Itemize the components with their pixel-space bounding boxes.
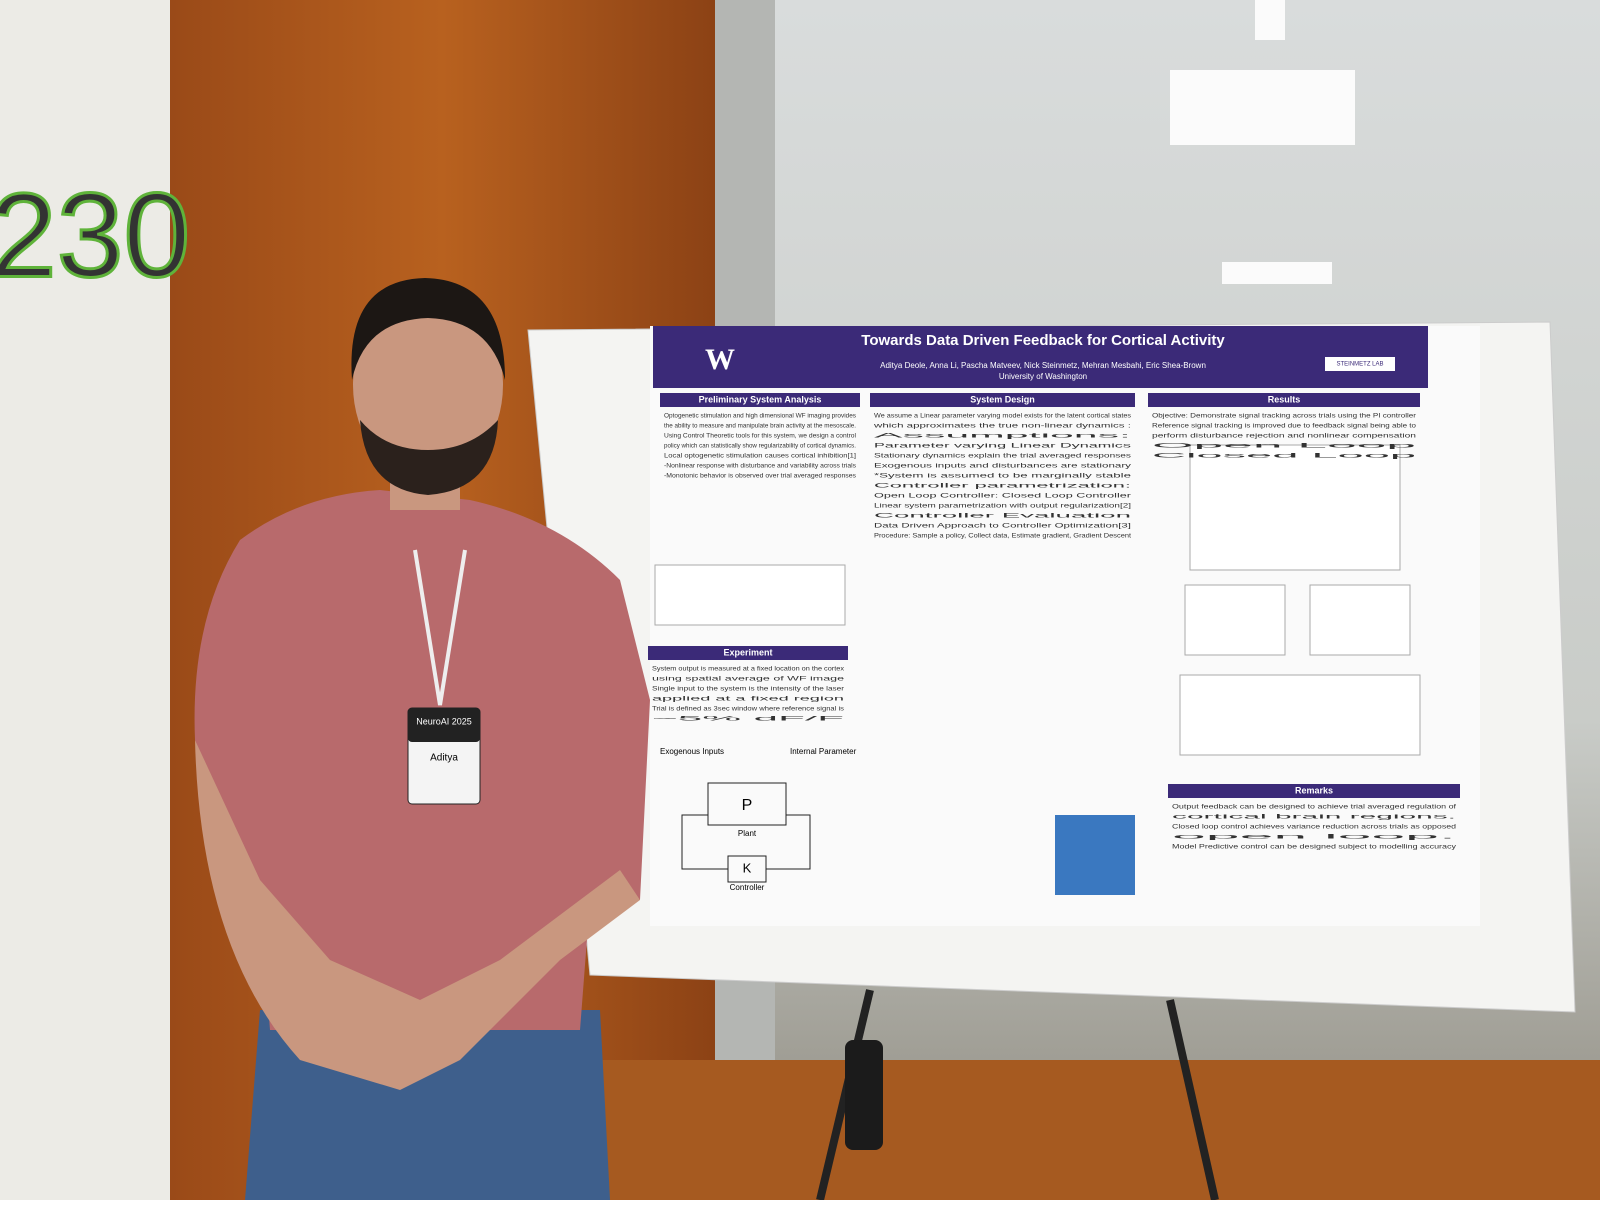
section-text: Assumptions:	[874, 433, 1132, 440]
section-text: Procedure: Sample a policy, Collect data…	[874, 533, 1131, 540]
wall-sign: 230	[0, 169, 190, 303]
section-text: Single input to the system is the intens…	[652, 686, 845, 693]
section-text: *System is assumed to be marginally stab…	[874, 473, 1132, 480]
lanyard	[413, 549, 467, 706]
section-text: open loop.	[1172, 834, 1458, 841]
wall	[0, 0, 170, 1200]
badge-header	[408, 708, 480, 742]
section-text: Using Control Theoretic tools for this s…	[664, 433, 857, 440]
section-heading: Preliminary System Analysis	[699, 394, 822, 404]
section-text: Objective: Demonstrate signal tracking a…	[1152, 413, 1417, 420]
arms	[195, 740, 640, 1090]
section-header	[870, 393, 1135, 407]
section-text: perform disturbance rejection and nonlin…	[1152, 433, 1417, 440]
section-text: System output is measured at a fixed loc…	[652, 666, 845, 673]
section-text: Open Loop Controller: Closed Loop Contro…	[874, 493, 1133, 500]
diagram-label: Controller	[730, 883, 765, 892]
section-text: policy which can statistically show regu…	[664, 443, 856, 450]
diagram-label: Plant	[738, 829, 757, 838]
poster-affiliation: University of Washington	[999, 372, 1087, 381]
section-text: Data Driven Approach to Controller Optim…	[874, 523, 1131, 530]
diagram-arrow	[766, 814, 811, 870]
section-text: Stationary dynamics explain the trial av…	[874, 453, 1132, 460]
section-text: cortical brain regions.	[1172, 814, 1457, 821]
diagram-box	[707, 782, 787, 826]
section-heading: Experiment	[723, 647, 772, 657]
section-text: Open Loop	[1152, 443, 1419, 450]
diagram-arrow	[681, 814, 728, 870]
section-text: Controller Evaluation	[874, 513, 1133, 520]
section-text: Exogenous inputs and disturbances are st…	[874, 463, 1132, 470]
lab-name: STEINMETZ LAB	[1336, 362, 1383, 368]
badge-event: NeuroAI 2025	[416, 716, 472, 726]
section-text: using spatial average of WF image	[652, 676, 845, 683]
lab-logo	[1325, 357, 1395, 371]
figure	[654, 564, 846, 626]
section-text: Closed Loop	[1152, 453, 1419, 460]
bottle	[845, 1040, 883, 1150]
beard	[360, 420, 498, 495]
section-text: applied at a fixed region	[652, 696, 845, 703]
section-header	[1168, 784, 1460, 798]
poster-title: Towards Data Driven Feedback for Cortica…	[861, 332, 1225, 349]
section-text: Parameter varying Linear Dynamics	[874, 443, 1133, 450]
poster-authors: Aditya Deole, Anna Li, Pascha Matveev, N…	[880, 361, 1206, 370]
section-text: We assume a Linear parameter varying mod…	[874, 413, 1132, 420]
figure	[1184, 584, 1286, 656]
section-heading: Remarks	[1295, 785, 1333, 795]
section-text: -Monotonic behavior is observed over tri…	[664, 473, 857, 480]
hair	[351, 278, 505, 380]
face	[353, 290, 503, 480]
ceiling-light	[1255, 0, 1285, 40]
section-text: Output feedback can be designed to achie…	[1172, 804, 1456, 811]
section-text: Linear system parametrization with outpu…	[874, 503, 1131, 510]
section-text: Controller parametrization:	[874, 483, 1132, 490]
section-text: Optogenetic stimulation and high dimensi…	[664, 413, 857, 420]
section-text: Trial is defined as 3sec window where re…	[652, 706, 845, 713]
badge-name: Aditya	[430, 753, 458, 764]
diagram-label: Exogenous Inputs	[660, 747, 724, 756]
section-text: the ability to measure and manipulate br…	[664, 423, 856, 430]
poster-header	[653, 326, 1428, 388]
section-text: Closed loop control achieves variance re…	[1172, 824, 1457, 831]
section-heading: System Design	[970, 394, 1035, 404]
section-heading: Results	[1268, 394, 1301, 404]
figure	[1309, 584, 1411, 656]
diagram-plant: P	[742, 797, 753, 814]
figure	[1179, 674, 1421, 756]
figure	[1189, 444, 1401, 571]
section-text: ~5% dF/F	[652, 716, 844, 723]
section-header	[648, 646, 848, 660]
section-text: -Nonlinear response with disturbance and…	[664, 463, 857, 470]
section-text: which approximates the true non-linear d…	[872, 423, 1131, 430]
ceiling-light	[1170, 70, 1355, 145]
section-header	[1148, 393, 1420, 407]
ceiling-light	[1222, 262, 1332, 284]
diagram-label: Internal Parameter	[790, 747, 857, 756]
section-text: Model Predictive control can be designed…	[1172, 844, 1457, 851]
easel-leg	[1166, 999, 1219, 1201]
section-header	[660, 393, 860, 407]
diagram-controller: K	[743, 860, 752, 875]
figure	[1055, 815, 1135, 895]
section-text: Local optogenetic stimulation causes cor…	[664, 453, 856, 460]
poster-logo: W	[705, 343, 735, 376]
section-text: Reference signal tracking is improved du…	[1152, 423, 1416, 430]
bench	[600, 1060, 1600, 1200]
